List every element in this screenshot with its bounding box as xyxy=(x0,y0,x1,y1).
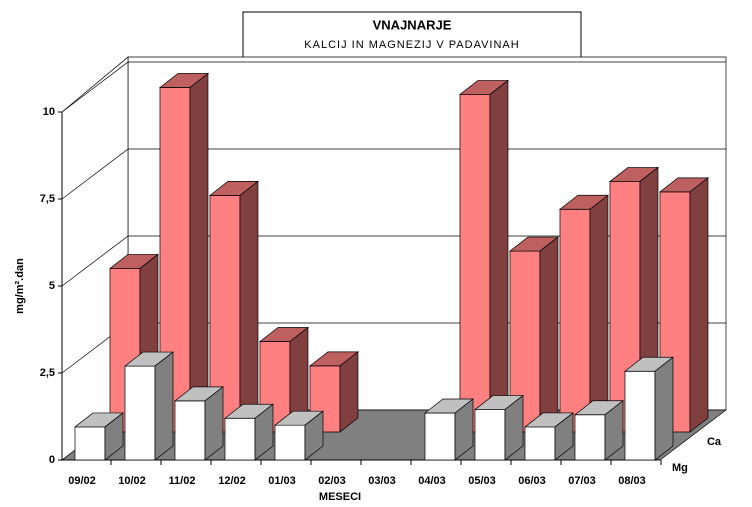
series-label: Mg xyxy=(672,462,688,474)
bar-front xyxy=(124,365,156,461)
bar-front xyxy=(624,370,656,461)
bar-side xyxy=(204,386,224,461)
bar-front xyxy=(574,414,606,461)
bar xyxy=(208,180,260,433)
bar-front xyxy=(174,400,206,461)
bar-side xyxy=(189,72,209,433)
x-tick-label: 07/03 xyxy=(568,475,596,487)
x-tick-label: 09/02 xyxy=(68,475,96,487)
bar xyxy=(458,79,510,433)
bar xyxy=(423,398,475,461)
bar xyxy=(173,386,225,461)
bar-side xyxy=(604,400,624,461)
y-tick-label: 2,5 xyxy=(40,367,55,379)
x-tick-label: 06/03 xyxy=(518,475,546,487)
chart-title: VNAJNARJE xyxy=(373,17,452,32)
bar-front xyxy=(424,412,456,461)
title-box xyxy=(242,11,582,59)
bar-side xyxy=(339,351,359,433)
x-tick-label: 02/03 xyxy=(318,475,346,487)
y-tick-label: 0 xyxy=(49,454,55,466)
bar xyxy=(73,412,125,461)
x-tick-label: 01/03 xyxy=(268,475,296,487)
bar-side xyxy=(539,236,559,433)
x-axis-title: MESECI xyxy=(319,491,361,503)
bar-side xyxy=(554,412,574,461)
bar-front xyxy=(559,208,591,433)
bar-front xyxy=(459,94,491,433)
side-grid-line xyxy=(61,61,129,113)
bar-side xyxy=(654,356,674,461)
bar xyxy=(473,394,525,461)
chart-subtitle: KALCIJ IN MAGNEZIJ V PADAVINAH xyxy=(304,39,519,51)
bar-side xyxy=(454,398,474,461)
bar-front xyxy=(524,426,556,461)
bar-front xyxy=(274,424,306,461)
bar xyxy=(523,412,575,461)
x-tick-label: 08/03 xyxy=(618,475,646,487)
series-label: Ca xyxy=(707,436,722,448)
bar xyxy=(508,236,560,433)
bar xyxy=(558,194,610,433)
bar xyxy=(223,403,275,461)
x-tick-label: 04/03 xyxy=(418,475,446,487)
y-tick-label: 5 xyxy=(49,280,55,292)
bar xyxy=(573,400,625,461)
bar-front xyxy=(74,426,106,461)
x-tick-label: 03/03 xyxy=(368,475,396,487)
bar-side xyxy=(239,180,259,433)
y-tick-label: 10 xyxy=(43,106,55,118)
bar-side xyxy=(589,194,609,433)
x-tick-label: 10/02 xyxy=(118,475,146,487)
bar-side xyxy=(504,394,524,461)
bar-side xyxy=(489,79,509,433)
bar-side xyxy=(254,403,274,461)
bar-side xyxy=(304,410,324,461)
bar xyxy=(273,410,325,461)
bar-side xyxy=(689,177,709,433)
bar-front xyxy=(474,409,506,461)
x-tick-label: 12/02 xyxy=(218,475,246,487)
bar xyxy=(123,351,175,461)
bar xyxy=(623,356,675,461)
y-axis-title: mg/m².dan xyxy=(14,258,26,314)
bar-side xyxy=(154,351,174,461)
side-grid-line xyxy=(61,235,129,287)
side-grid-line xyxy=(61,148,129,200)
y-tick-label: 7,5 xyxy=(40,193,55,205)
bar xyxy=(158,72,210,433)
bar-side xyxy=(104,412,124,461)
x-tick-label: 11/02 xyxy=(169,475,196,487)
bar-front xyxy=(224,417,256,461)
x-tick-label: 05/03 xyxy=(468,475,496,487)
